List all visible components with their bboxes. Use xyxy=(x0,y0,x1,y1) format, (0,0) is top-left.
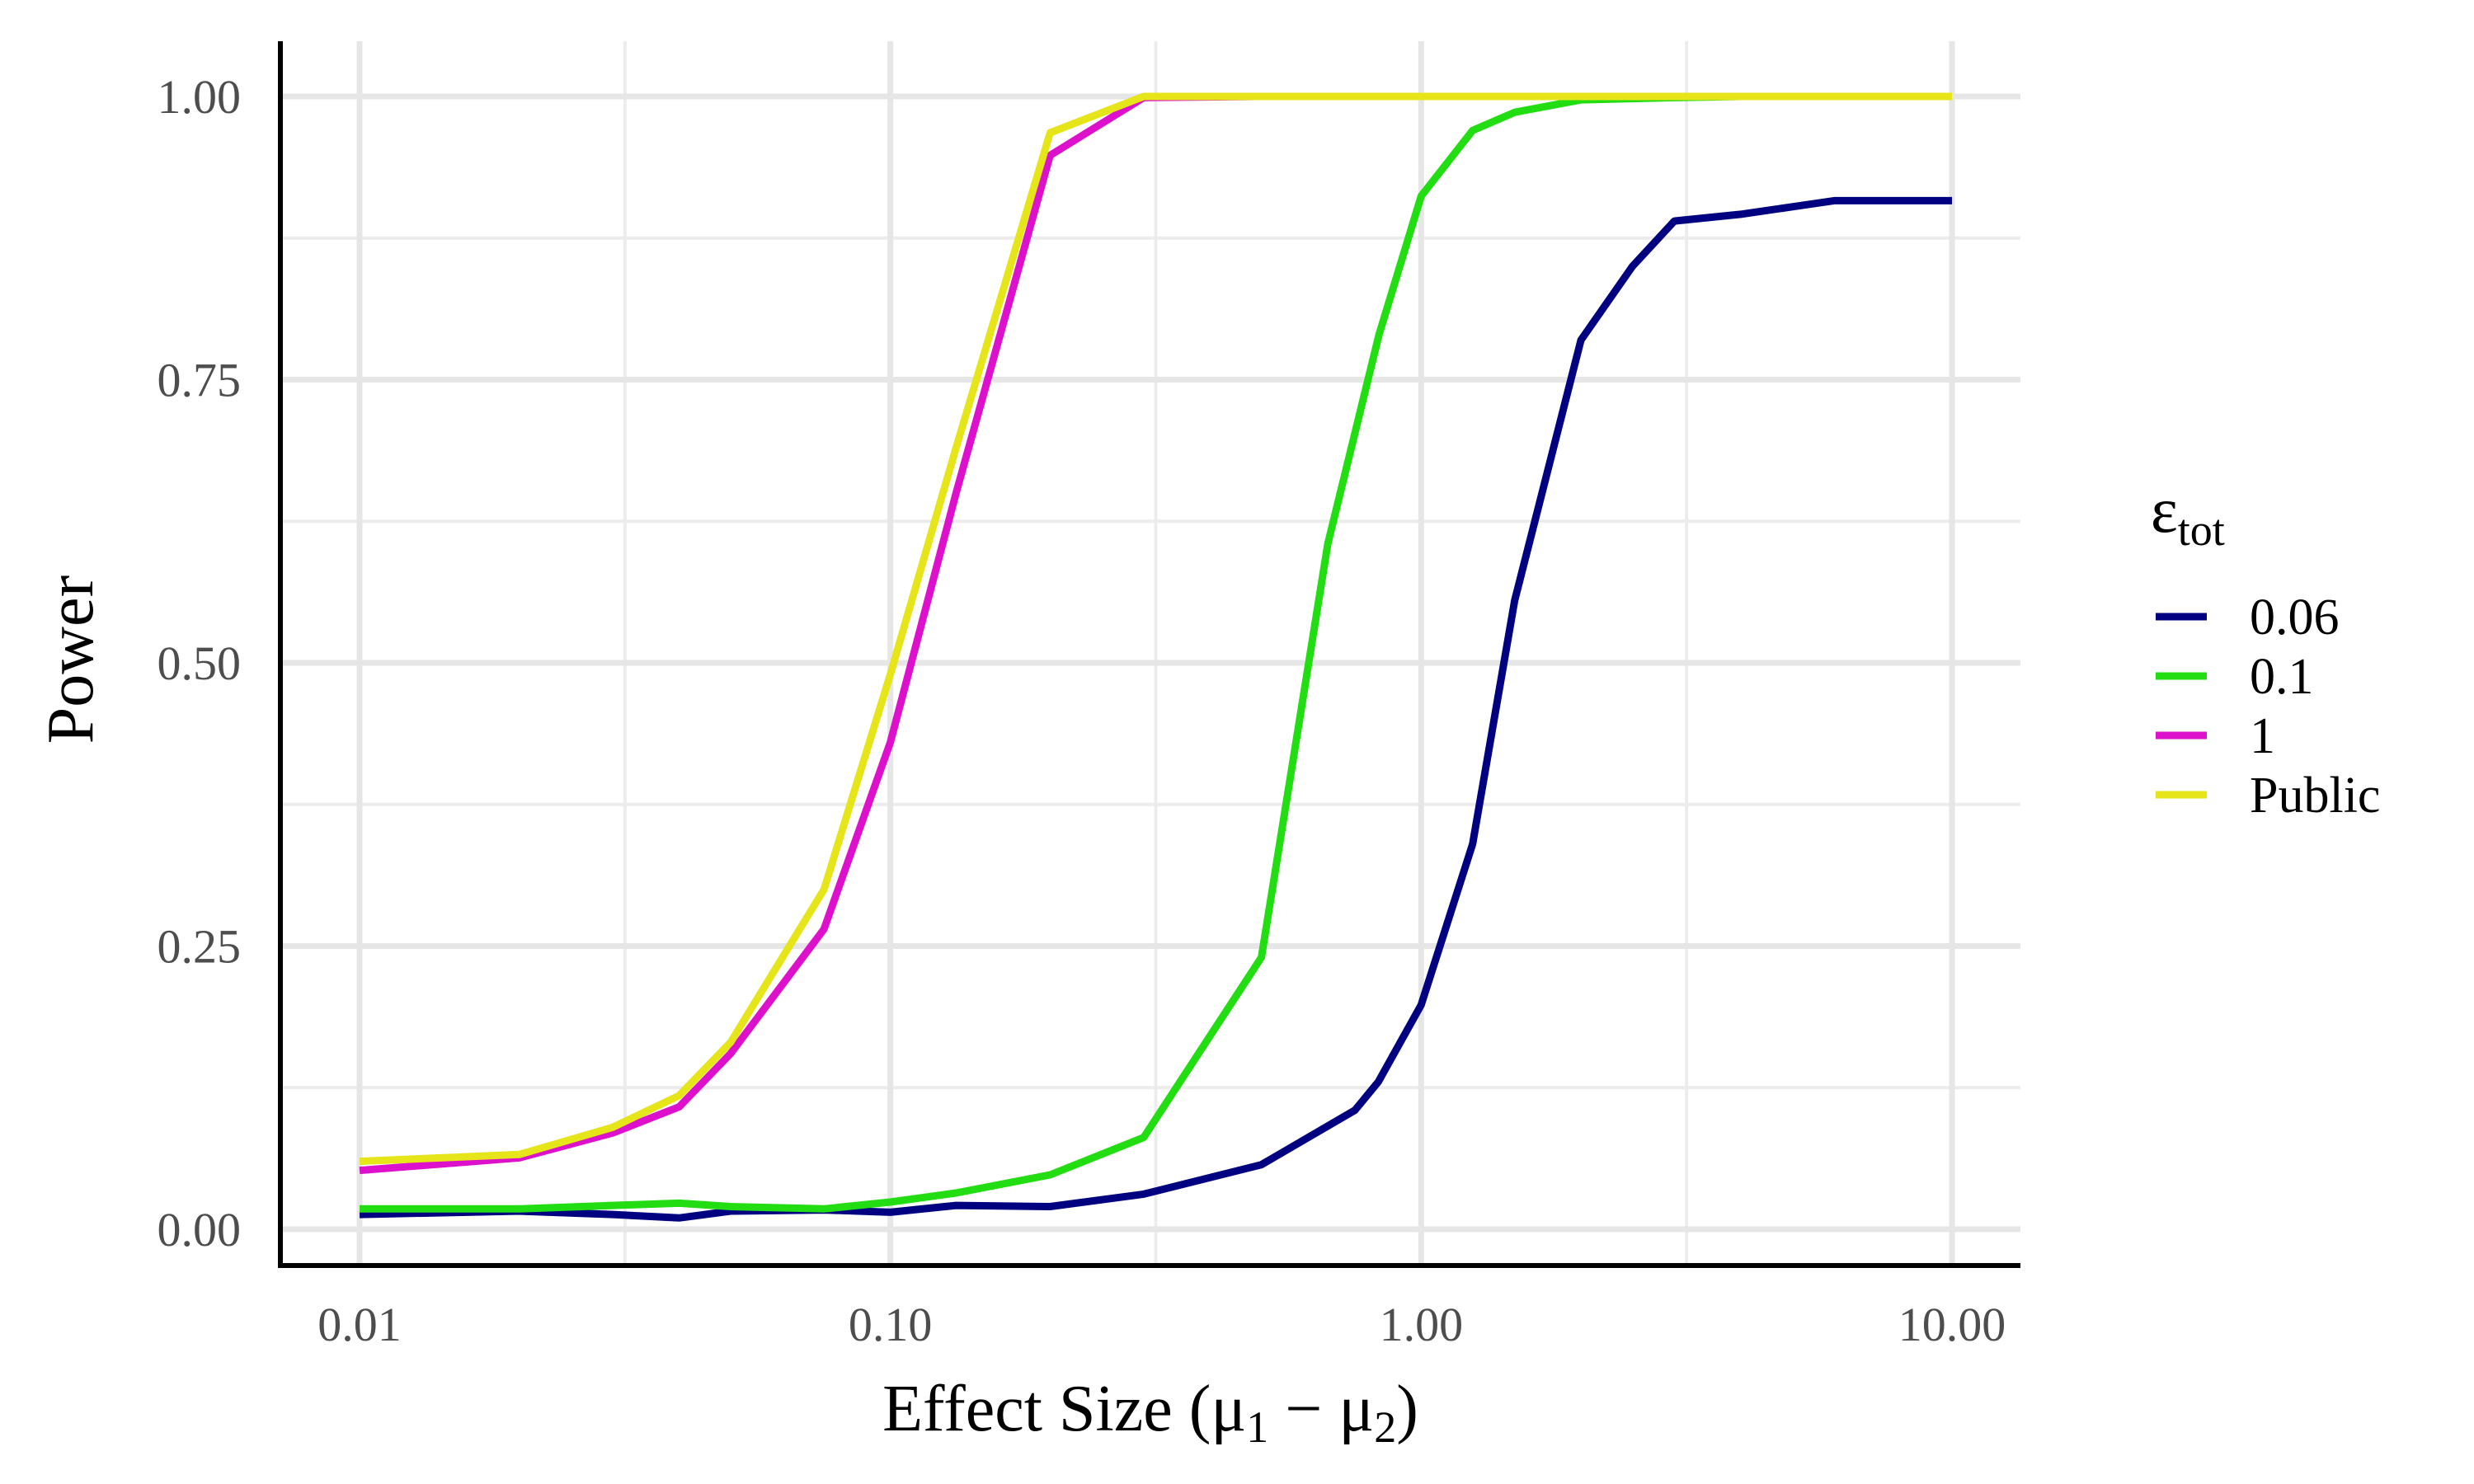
y-tick-label: 0.50 xyxy=(158,636,242,690)
y-tick-label: 0.00 xyxy=(158,1203,242,1256)
series-line-public xyxy=(359,92,1952,1166)
series-lines xyxy=(359,92,1952,1222)
y-tick-label: 0.25 xyxy=(158,920,242,974)
legend-label: 1 xyxy=(2250,708,2275,764)
axes xyxy=(278,41,2020,1268)
tick-labels: 0.01 0.10 1.00 10.00 0.00 0.25 0.50 0.75 1.00 xyxy=(158,70,2006,1351)
series-line-0-06 xyxy=(359,196,1952,1222)
legend-label: 0.06 xyxy=(2250,589,2340,646)
legend-title: εtot xyxy=(2151,474,2225,555)
y-axis-title: Power xyxy=(35,575,107,744)
y-tick-label: 0.75 xyxy=(158,354,242,407)
x-tick-label: 0.01 xyxy=(317,1298,402,1351)
grid-lines xyxy=(280,41,2020,1266)
x-axis-title: Effect Size (μ1 − μ2) xyxy=(882,1373,1418,1452)
legend-label: 0.1 xyxy=(2250,649,2314,705)
x-tick-label: 10.00 xyxy=(1898,1298,2006,1351)
y-tick-label: 1.00 xyxy=(158,70,242,124)
legend-label: Public xyxy=(2250,768,2380,824)
x-tick-label: 0.10 xyxy=(849,1298,933,1351)
series-line-0-1 xyxy=(360,92,1952,1213)
x-tick-label: 1.00 xyxy=(1380,1298,1464,1351)
